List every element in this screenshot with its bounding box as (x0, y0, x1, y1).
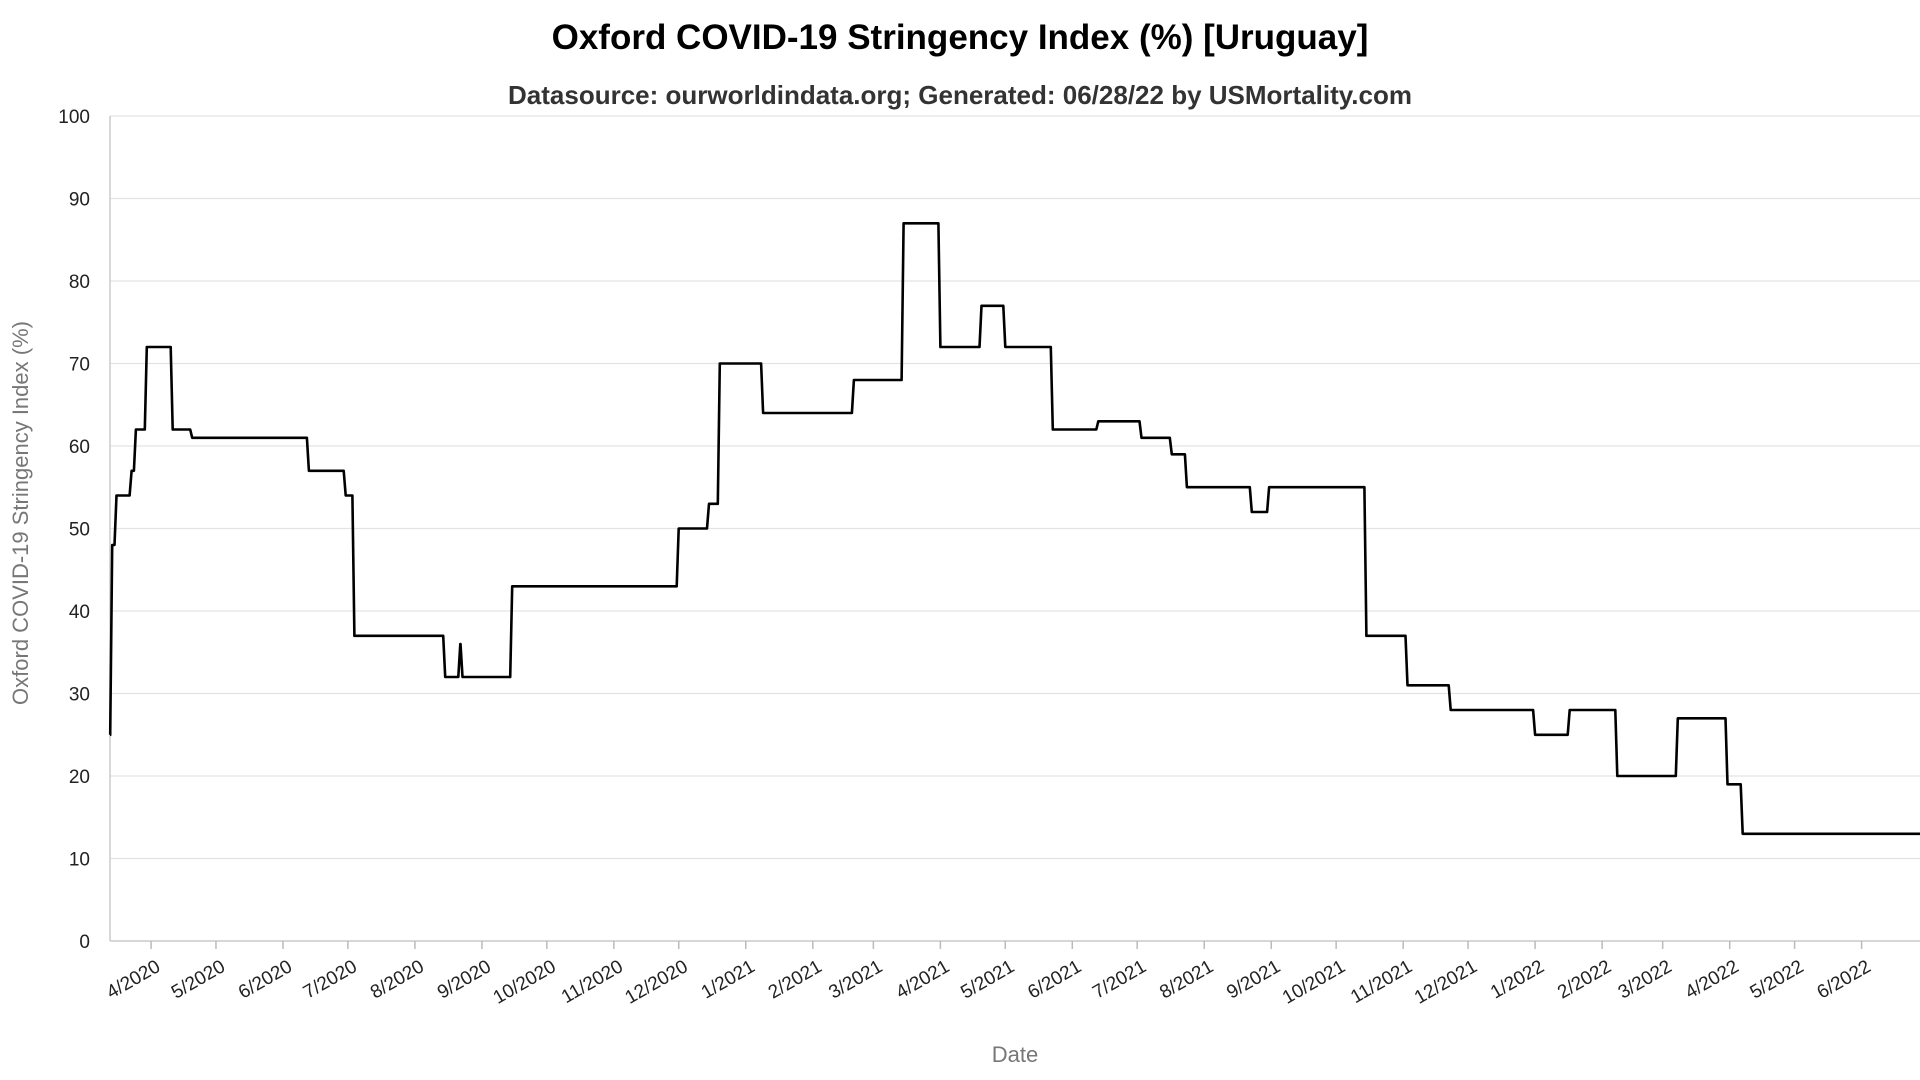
x-tick-label: 9/2020 (434, 956, 495, 1003)
y-tick-label: 20 (69, 767, 90, 788)
y-tick-label: 70 (69, 355, 90, 376)
x-tick-label: 12/2020 (622, 956, 692, 1009)
x-tick-label: 11/2021 (1347, 956, 1416, 1008)
grid-lines (110, 115, 1920, 942)
x-tick-label: 5/2020 (168, 956, 229, 1003)
x-tick-label: 7/2021 (1089, 956, 1150, 1003)
x-tick-label: 3/2021 (825, 956, 886, 1003)
y-tick-label: 10 (69, 850, 90, 871)
x-tick-label: 1/2022 (1487, 956, 1548, 1003)
chart-subtitle: Datasource: ourworldindata.org; Generate… (508, 80, 1412, 110)
y-tick-label: 50 (69, 520, 90, 541)
x-tick-label: 8/2020 (367, 956, 428, 1003)
x-tick-label: 5/2021 (957, 956, 1018, 1003)
x-tick-label: 8/2021 (1156, 956, 1217, 1003)
y-axis-ticks: 0 10 20 30 40 50 60 70 80 90 100 (58, 107, 90, 953)
x-axis-ticks: 4/2020 5/2020 6/2020 7/2020 8/2020 9/202010/2… (103, 941, 1875, 1009)
x-tick-label: 4/2021 (892, 956, 953, 1003)
y-tick-label: 30 (69, 685, 90, 706)
x-tick-label: 9/2021 (1223, 956, 1284, 1003)
x-tick-label: 6/2021 (1024, 956, 1085, 1003)
x-tick-label: 10/2020 (490, 956, 560, 1009)
x-tick-label: 1/2021 (698, 956, 759, 1003)
y-axis-label: Oxford COVID-19 Stringency Index (%) (8, 321, 33, 705)
axes (109, 116, 1920, 942)
x-tick-label: 2/2022 (1554, 956, 1615, 1003)
x-tick-label: 12/2021 (1411, 956, 1481, 1009)
y-tick-label: 90 (69, 190, 90, 211)
x-tick-label: 11/2020 (558, 956, 627, 1008)
x-axis-label: Date (992, 1042, 1038, 1067)
y-tick-label: 0 (79, 932, 90, 953)
x-tick-label: 7/2020 (300, 956, 361, 1003)
chart-title: Oxford COVID-19 Stringency Index (%) [Ur… (551, 18, 1369, 57)
y-tick-label: 60 (69, 437, 90, 458)
series-line (108, 222, 1920, 836)
series-layer (108, 222, 1920, 836)
x-tick-label: 4/2020 (103, 956, 164, 1003)
y-tick-label: 100 (58, 107, 90, 128)
x-tick-label: 6/2020 (235, 956, 296, 1003)
x-tick-label: 4/2022 (1682, 956, 1743, 1003)
x-tick-label: 10/2021 (1279, 956, 1349, 1009)
y-tick-label: 80 (69, 272, 90, 293)
x-tick-label: 2/2021 (765, 956, 826, 1003)
x-tick-label: 5/2022 (1747, 956, 1808, 1003)
y-tick-label: 40 (69, 602, 90, 623)
x-tick-label: 3/2022 (1615, 956, 1676, 1003)
x-tick-label: 6/2022 (1814, 956, 1875, 1003)
